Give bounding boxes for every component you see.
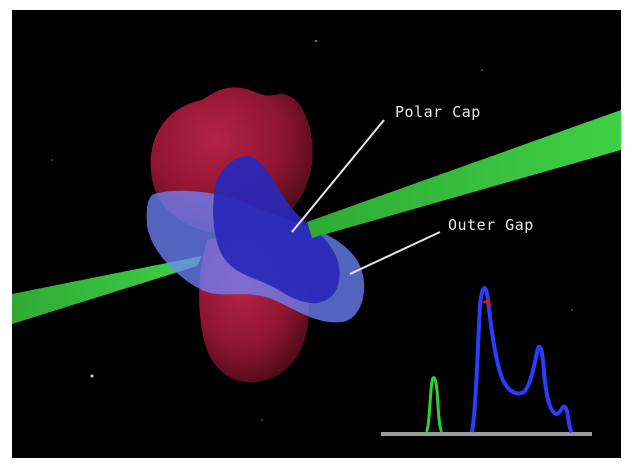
- polar-cap-leader: [291, 119, 385, 233]
- gamma-beam-right: [307, 110, 621, 238]
- star: [315, 40, 317, 42]
- pulse-peak-marker: [482, 298, 491, 306]
- star: [90, 374, 94, 378]
- outer-gap-label: Outer Gap: [448, 216, 534, 234]
- profile-baseline: [381, 432, 592, 436]
- polar-cap-label: Polar Cap: [395, 103, 481, 121]
- polar-cap-region: [213, 156, 340, 304]
- visualization-frame: Polar Cap Outer Gap: [12, 10, 621, 458]
- outer-gap-leader: [349, 231, 441, 275]
- star: [261, 419, 263, 421]
- pulsar-scene: [12, 40, 621, 436]
- star: [571, 309, 573, 311]
- gamma-beam-left: [12, 256, 202, 324]
- main-pulse-curve: [470, 286, 574, 434]
- pulse-profile: [381, 286, 592, 436]
- star: [481, 69, 483, 71]
- small-pulse: [424, 376, 444, 434]
- star: [51, 159, 53, 161]
- emission-region: [146, 156, 365, 323]
